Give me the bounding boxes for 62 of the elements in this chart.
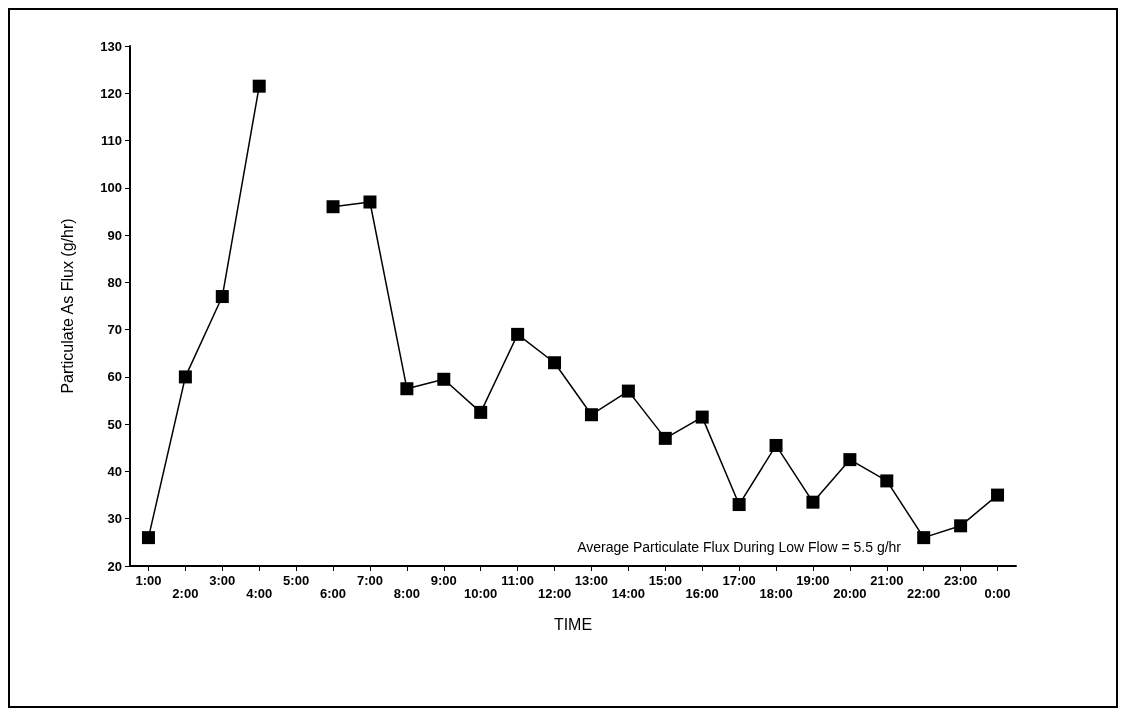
y-tick-label: 60: [107, 369, 122, 385]
x-tick-label: 6:00: [320, 586, 347, 601]
x-tick-label: 15:00: [648, 573, 682, 588]
x-tick-label: 10:00: [464, 586, 498, 601]
y-tick-label: 70: [107, 322, 122, 338]
point: [954, 519, 968, 533]
point: [252, 79, 266, 93]
x-tick-label: 20:00: [833, 586, 867, 601]
point: [326, 200, 340, 214]
x-tick-label: 7:00: [356, 573, 383, 588]
point: [806, 495, 820, 509]
x-tick-label: 22:00: [907, 586, 941, 601]
annotation: Average Particulate Flux During Low Flow = 5.5 g/hr: [577, 539, 902, 555]
point: [178, 370, 192, 384]
x-tick-label: 8:00: [393, 586, 420, 601]
y-tick-label: 90: [107, 227, 122, 243]
point: [437, 372, 451, 386]
point: [511, 327, 525, 341]
y-tick-label: 40: [107, 463, 122, 479]
x-axis-title: TIME: [553, 615, 593, 633]
y-tick-label: 130: [100, 38, 122, 54]
x-tick-label: 14:00: [611, 586, 645, 601]
y-axis-title: Particulate As Flux (g/hr): [58, 218, 76, 394]
x-tick-label: 18:00: [759, 586, 793, 601]
y-tick-label: 20: [107, 558, 122, 574]
point: [658, 431, 672, 445]
x-tick-label: 23:00: [944, 573, 978, 588]
point: [917, 531, 931, 545]
point: [621, 384, 635, 398]
point: [584, 408, 598, 422]
point: [843, 453, 857, 467]
x-tick-label: 16:00: [685, 586, 719, 601]
point: [880, 474, 894, 488]
y-tick-label: 100: [100, 180, 122, 196]
y-tick-label: 50: [107, 416, 122, 432]
point: [548, 356, 562, 370]
x-tick-label: 11:00: [501, 573, 534, 588]
y-tick-label: 110: [101, 133, 122, 149]
x-tick-label: 1:00: [135, 573, 162, 588]
point: [215, 290, 229, 304]
x-tick-label: 3:00: [209, 573, 236, 588]
point: [695, 410, 709, 424]
x-tick-label: 0:00: [984, 586, 1011, 601]
point: [991, 488, 1005, 502]
x-tick-label: 17:00: [722, 573, 756, 588]
x-tick-label: 2:00: [172, 586, 199, 601]
x-tick-label: 13:00: [574, 573, 609, 588]
point: [474, 405, 488, 419]
point: [732, 498, 746, 512]
x-tick-label: 19:00: [796, 573, 830, 588]
x-tick-label: 21:00: [870, 573, 904, 588]
y-tick-label: 30: [107, 511, 122, 527]
y-tick-label: 120: [100, 85, 122, 101]
point: [769, 438, 783, 452]
x-tick-label: 12:00: [537, 586, 572, 601]
point: [141, 531, 155, 545]
x-tick-label: 4:00: [246, 586, 273, 601]
x-tick-label: 9:00: [430, 573, 457, 588]
y-tick-label: 80: [107, 274, 122, 290]
x-tick-label: 5:00: [283, 573, 310, 588]
point: [400, 382, 414, 396]
point: [363, 195, 377, 209]
